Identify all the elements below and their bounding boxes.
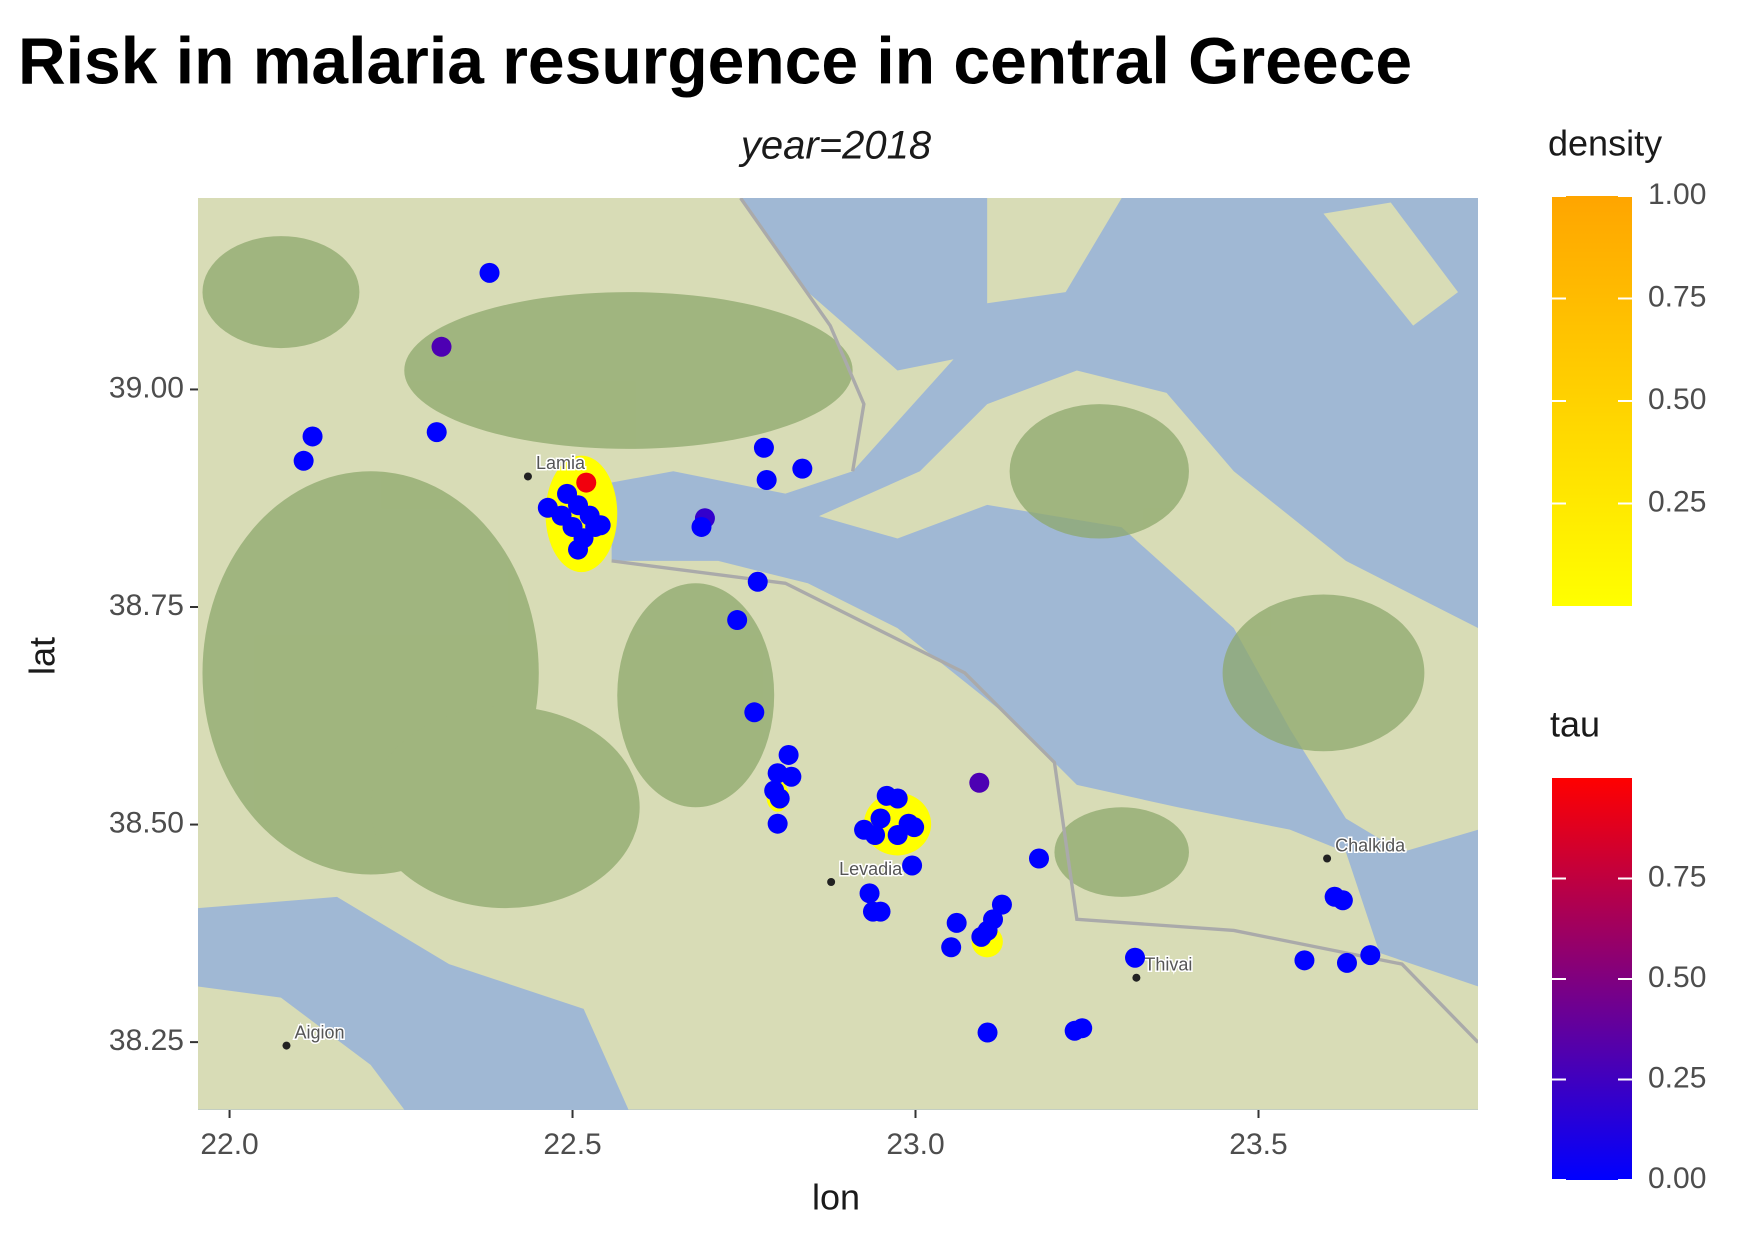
point <box>904 817 925 838</box>
point <box>727 610 748 631</box>
point <box>1125 947 1146 968</box>
density-legend-title: density <box>1548 123 1662 164</box>
colorbar-tick-label: 0.75 <box>1648 860 1706 893</box>
point <box>778 744 799 765</box>
place-dot <box>523 472 532 481</box>
place-labels: Lamia Levadia Chalkida Thivai Aigion <box>282 452 1408 1050</box>
colorbar-tick-label: 0.50 <box>1648 961 1706 994</box>
place-label: Chalkida <box>1335 835 1406 855</box>
point <box>969 772 990 793</box>
x-tick-label: 22.0 <box>200 1128 258 1161</box>
point <box>756 469 777 490</box>
colorbar-tick-label: 1.00 <box>1648 178 1706 211</box>
point <box>781 766 802 787</box>
x-tick-label: 22.5 <box>543 1128 601 1161</box>
y-tick-label: 38.25 <box>109 1024 184 1057</box>
map-background <box>198 198 1478 1110</box>
point <box>1072 1018 1093 1039</box>
point <box>576 472 597 493</box>
colorbar-tick-label: 0.25 <box>1648 485 1706 518</box>
point <box>991 894 1012 915</box>
point <box>753 437 774 458</box>
x-tick-label: 23.0 <box>886 1128 944 1161</box>
point <box>1360 945 1381 966</box>
point <box>767 813 788 834</box>
place-label: Lamia <box>536 453 586 473</box>
chart-subtitle: year=2018 <box>738 124 932 168</box>
place-dot <box>282 1041 291 1050</box>
tau-legend-title: tau <box>1550 704 1600 745</box>
point <box>1294 950 1315 971</box>
point <box>870 808 891 829</box>
x-axis-title: lon <box>812 1177 860 1218</box>
point <box>691 516 712 537</box>
point <box>568 539 589 560</box>
place-label: Thivai <box>1144 954 1192 974</box>
point <box>590 515 611 536</box>
colorbar-tick-label: 0.75 <box>1648 280 1706 313</box>
point <box>769 788 790 809</box>
place-label: Aigion <box>294 1022 344 1042</box>
colorbar-tick-label: 0.25 <box>1648 1061 1706 1094</box>
point <box>744 702 765 723</box>
point <box>887 825 908 846</box>
y-tick-label: 39.00 <box>109 371 184 404</box>
place-dot <box>1132 973 1141 982</box>
point <box>941 937 962 958</box>
y-tick-label: 38.75 <box>109 589 184 622</box>
point <box>946 912 967 933</box>
point <box>479 262 500 283</box>
point <box>887 788 908 809</box>
point <box>426 422 447 443</box>
points <box>293 262 1381 1043</box>
place-dot <box>1323 854 1332 863</box>
point <box>1332 890 1353 911</box>
colorbar-tick-label: 0.00 <box>1648 1162 1706 1195</box>
point <box>977 1022 998 1043</box>
place-label: Levadia <box>839 859 903 879</box>
colorbar-tick-label: 0.50 <box>1648 383 1706 416</box>
point <box>902 855 923 876</box>
chart-title: Risk in malaria resurgence in central Gr… <box>18 23 1412 97</box>
point <box>971 926 992 947</box>
point <box>1028 848 1049 869</box>
point <box>747 571 768 592</box>
y-axis-title: lat <box>22 637 63 675</box>
place-dot <box>827 878 836 886</box>
point <box>792 458 813 479</box>
point <box>1336 952 1357 973</box>
point <box>293 450 314 471</box>
point <box>537 497 558 518</box>
point <box>431 336 452 357</box>
point <box>983 909 1004 930</box>
point <box>870 901 891 922</box>
x-tick-label: 23.5 <box>1229 1128 1287 1161</box>
y-tick-label: 38.50 <box>109 806 184 839</box>
point <box>859 883 880 904</box>
point <box>865 825 886 846</box>
point <box>302 426 323 447</box>
